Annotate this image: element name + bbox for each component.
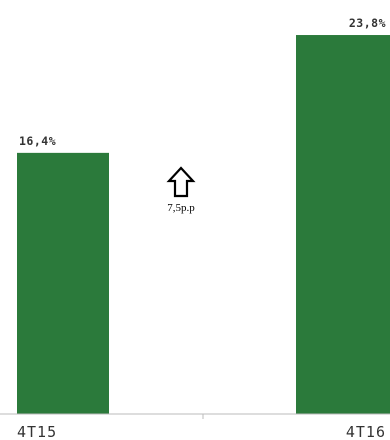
value-labels-layer: 16,4% 23,8% bbox=[19, 16, 386, 148]
bar-4T15 bbox=[17, 152, 109, 414]
category-labels-layer: 4T15 4T16 bbox=[17, 423, 386, 440]
delta-annotation: 7,5p.p bbox=[166, 166, 196, 214]
tick-label-4T15: 4T15 bbox=[17, 423, 57, 440]
data-label-4T16: 23,8% bbox=[349, 16, 386, 30]
bars-layer bbox=[17, 35, 390, 415]
up-arrow-icon bbox=[166, 166, 196, 198]
tick-label-4T16: 4T16 bbox=[346, 423, 386, 440]
bar-4T16 bbox=[296, 35, 390, 415]
data-label-4T15: 16,4% bbox=[19, 134, 56, 148]
delta-label: 7,5p.p bbox=[167, 202, 195, 214]
